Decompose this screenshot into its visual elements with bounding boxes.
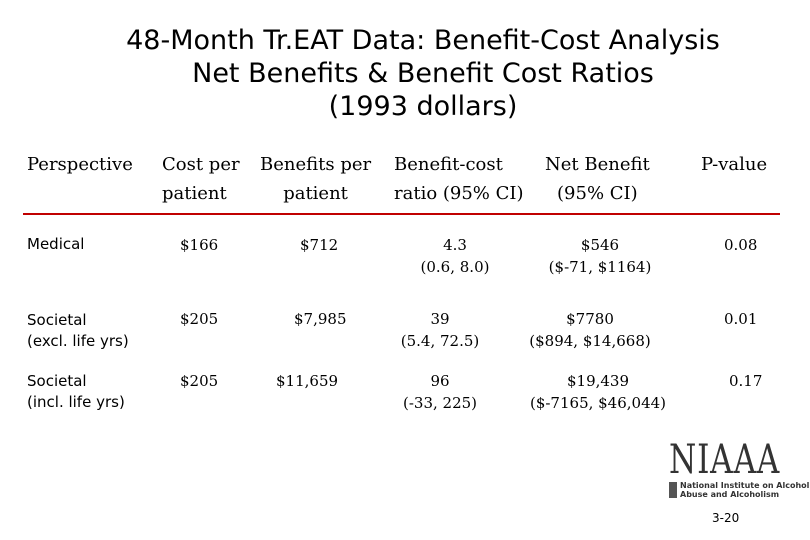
net-benefit-cell: $7780 ($894, $14,668)	[520, 308, 660, 352]
logo-wordmark: NIAAA	[669, 440, 766, 480]
header-cost-line-2: patient	[162, 179, 240, 208]
row-label: Societal (excl. life yrs)	[27, 310, 129, 352]
header-cost-line-1: Cost per	[162, 150, 240, 179]
benefit-cell: $712	[300, 234, 338, 256]
header-perspective: Perspective	[27, 150, 133, 179]
niaaa-logo: NIAAA National Institute on Alcohol Abus…	[669, 440, 793, 500]
title-line-2: Net Benefits & Benefit Cost Ratios	[38, 57, 808, 90]
header-ratio-line-1: Benefit-cost	[394, 150, 524, 179]
header-benefits: Benefits per patient	[260, 150, 371, 208]
header-benefits-line-1: Benefits per	[260, 150, 371, 179]
row-label: Medical	[27, 234, 84, 255]
cost-cell: $205	[180, 308, 218, 330]
pvalue-cell: 0.01	[724, 308, 757, 330]
pvalue-cell: 0.08	[724, 234, 757, 256]
ratio-cell: 39 (5.4, 72.5)	[380, 308, 500, 352]
benefit-cell: $7,985	[294, 308, 347, 330]
logo-bar	[669, 482, 677, 498]
benefit-cell: $11,659	[276, 370, 338, 392]
title-line-3: (1993 dollars)	[38, 90, 808, 123]
net-benefit-cell: $19,439 ($-7165, $46,044)	[518, 370, 678, 414]
header-net-line-1: Net Benefit	[545, 150, 650, 179]
pvalue-cell: 0.17	[729, 370, 762, 392]
slide-title: 48-Month Tr.EAT Data: Benefit-Cost Analy…	[38, 24, 808, 123]
header-cost: Cost per patient	[162, 150, 240, 208]
header-rule	[23, 213, 780, 215]
title-line-1: 48-Month Tr.EAT Data: Benefit-Cost Analy…	[38, 24, 808, 57]
cost-cell: $166	[180, 234, 218, 256]
logo-subtitle: National Institute on Alcohol Abuse and …	[680, 481, 809, 499]
page-number: 3-20	[712, 511, 739, 525]
ratio-cell: 4.3 (0.6, 8.0)	[400, 234, 510, 278]
header-net-line-2: (95% CI)	[545, 179, 650, 208]
header-pvalue: P-value	[701, 150, 767, 179]
header-ratio: Benefit-cost ratio (95% CI)	[394, 150, 524, 208]
row-label: Societal (incl. life yrs)	[27, 371, 125, 413]
net-benefit-cell: $546 ($-71, $1164)	[530, 234, 670, 278]
header-ratio-line-2: ratio (95% CI)	[394, 179, 524, 208]
header-net-benefit: Net Benefit (95% CI)	[545, 150, 650, 208]
ratio-cell: 96 (-33, 225)	[380, 370, 500, 414]
cost-cell: $205	[180, 370, 218, 392]
header-benefits-line-2: patient	[260, 179, 371, 208]
